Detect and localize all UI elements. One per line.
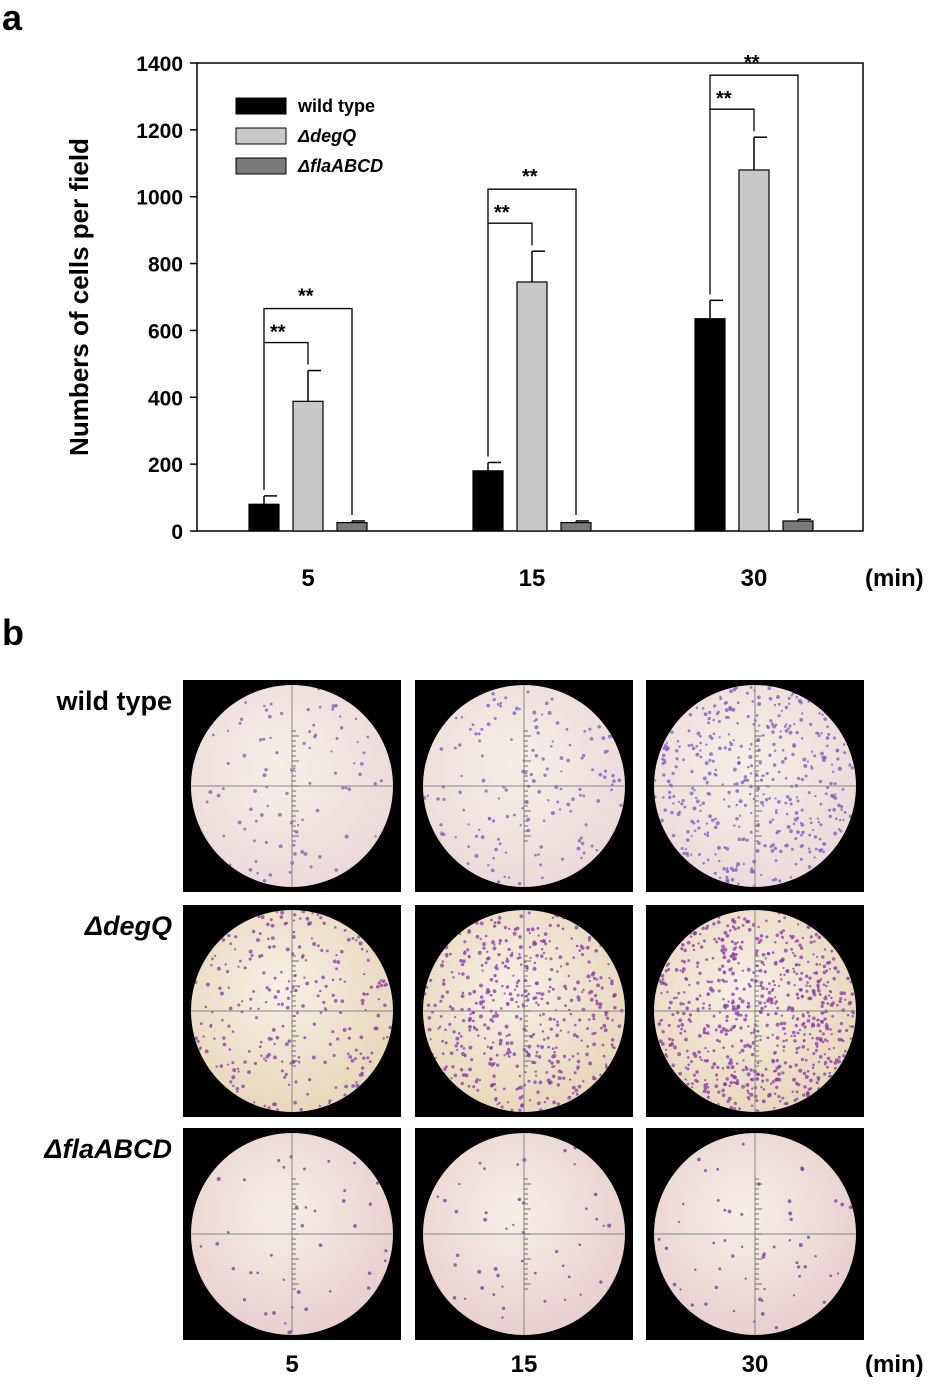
micrometer-scale	[292, 955, 299, 1067]
significance-label: **	[522, 166, 538, 188]
legend-label: ΔflaABCD	[297, 156, 383, 176]
bracket	[487, 188, 577, 515]
significance-brackets: ** ** ** ** ** **	[263, 52, 799, 515]
micrograph	[646, 905, 864, 1117]
y-tick-label: 1000	[136, 187, 183, 210]
panel-b-label: b	[2, 612, 24, 653]
stained-cells	[657, 912, 856, 1112]
significance-label: **	[494, 202, 510, 224]
micrograph-column-label: 15	[511, 1351, 538, 1378]
bracket	[709, 108, 755, 295]
micrometer-scale	[524, 1178, 531, 1290]
bar	[292, 400, 324, 532]
micrograph	[646, 680, 864, 892]
legend-swatch	[235, 127, 287, 145]
bar	[694, 318, 726, 532]
bar	[248, 503, 280, 532]
micrograph	[415, 1128, 633, 1340]
micrograph	[183, 905, 401, 1117]
y-tick-label: 200	[148, 454, 183, 477]
y-tick-label: 600	[148, 320, 183, 343]
micrometer-scale	[755, 730, 762, 842]
micrometer-scale	[755, 1178, 762, 1290]
stained-cells	[193, 910, 393, 1112]
y-axis: 0 200 400 600 800 1000 1200 1400	[136, 53, 197, 544]
micrograph-row-label: ΔdegQ	[84, 911, 172, 941]
micrograph	[415, 905, 633, 1117]
bar	[516, 281, 548, 532]
micrograph-column-label: 30	[742, 1351, 769, 1378]
micrograph	[183, 680, 401, 892]
stained-cells	[657, 1142, 853, 1330]
bracket	[487, 222, 533, 457]
bar	[336, 522, 368, 532]
bracket	[709, 74, 799, 514]
stained-cells	[654, 686, 854, 887]
stained-cells	[436, 1145, 612, 1319]
significance-label: **	[744, 52, 760, 74]
legend-label: wild type	[297, 96, 375, 116]
legend-swatch	[235, 97, 287, 115]
micrometer-scale	[292, 1178, 299, 1290]
micrometer-scale	[524, 955, 531, 1067]
bar	[472, 470, 504, 532]
micrometer-scale	[524, 730, 531, 842]
panel-a-label: a	[2, 0, 23, 38]
micrometer-scale	[755, 955, 762, 1067]
x-axis: 5 15 30	[301, 565, 767, 592]
legend-label: ΔdegQ	[297, 126, 356, 146]
micrograph-column-label: 5	[285, 1351, 298, 1378]
bar-chart: 0 200 400 600 800 1000 1200 1400 Numbers of cel…	[64, 52, 924, 592]
micrograph-grid: wild type ΔdegQ ΔflaABCD	[43, 680, 864, 1340]
significance-label: **	[270, 322, 286, 344]
y-axis-label: Numbers of cells per field	[64, 138, 94, 456]
y-tick-label: 0	[171, 521, 183, 544]
x-tick-label: 30	[741, 565, 768, 592]
bracket	[263, 341, 309, 490]
micrometer-scale	[292, 730, 299, 842]
significance-label: **	[298, 286, 314, 308]
micrograph-x-unit: (min)	[865, 1351, 924, 1378]
bar	[738, 169, 770, 532]
x-tick-label: 15	[519, 565, 546, 592]
bracket	[263, 307, 353, 515]
micrograph-row-label: wild type	[55, 686, 172, 716]
y-tick-label: 1200	[136, 120, 183, 143]
significance-label: **	[716, 88, 732, 110]
micrograph-column-labels: 5 15 30	[285, 1351, 768, 1378]
x-unit-label: (min)	[865, 565, 924, 592]
micrograph	[415, 680, 633, 892]
y-tick-label: 400	[148, 387, 183, 410]
stained-cells	[205, 687, 383, 883]
bar	[560, 522, 592, 532]
bars	[248, 136, 814, 532]
y-tick-label: 1400	[136, 53, 183, 76]
x-tick-label: 5	[301, 565, 314, 592]
micrograph	[183, 1128, 401, 1340]
legend-swatch	[235, 157, 287, 175]
micrograph	[646, 1128, 864, 1340]
legend: wild type ΔdegQ ΔflaABCD	[235, 96, 383, 176]
y-tick-label: 800	[148, 254, 183, 277]
bar	[782, 520, 814, 532]
micrograph-row-label: ΔflaABCD	[43, 1134, 172, 1164]
